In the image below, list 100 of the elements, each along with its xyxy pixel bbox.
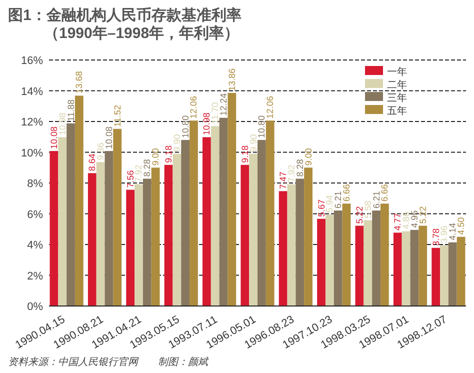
bar — [142, 178, 152, 306]
data-label: 4.86 — [401, 212, 412, 230]
data-label: 12.06 — [265, 96, 276, 119]
data-label: 9.00 — [150, 148, 161, 166]
data-label: 8.28 — [294, 159, 305, 177]
chart-subtitle: （1990年–1998年，年利率） — [44, 24, 240, 42]
bar — [432, 248, 440, 306]
bar — [393, 232, 402, 306]
y-tick-label: 2% — [27, 270, 44, 282]
bar — [50, 151, 58, 306]
bar — [304, 168, 312, 306]
data-label: 7.56 — [125, 170, 136, 188]
bar — [402, 231, 410, 306]
y-tick-label: 12% — [20, 116, 44, 128]
bar — [58, 137, 67, 306]
data-label: 3.78 — [430, 228, 441, 246]
legend-label: 三年 — [387, 92, 407, 104]
bar — [96, 162, 105, 306]
bar — [219, 118, 228, 306]
y-tick-label: 0% — [27, 301, 44, 313]
bar — [372, 210, 380, 306]
bar — [266, 120, 274, 306]
bar — [113, 128, 122, 306]
data-label: 10.80 — [180, 115, 190, 138]
bar — [456, 236, 466, 306]
data-label: 4.77 — [392, 213, 403, 231]
bar — [172, 154, 182, 306]
bar — [240, 164, 250, 306]
data-label: 10.98 — [202, 112, 212, 136]
y-tick-label: 14% — [20, 86, 44, 98]
data-label: 9.18 — [240, 145, 250, 163]
bar — [440, 245, 448, 306]
bar — [88, 173, 96, 306]
data-label: 9.00 — [303, 148, 314, 166]
data-label: 10.98 — [57, 112, 68, 136]
y-tick-label: 6% — [27, 208, 44, 221]
data-label: 6.21 — [371, 190, 382, 209]
data-label: 12.06 — [188, 96, 199, 119]
legend-label: 一年 — [387, 66, 407, 78]
bar — [364, 220, 372, 306]
bar — [104, 151, 114, 306]
y-tick-label: 8% — [27, 178, 44, 190]
bar — [355, 226, 364, 306]
bar — [342, 204, 351, 306]
bar — [325, 214, 334, 306]
data-label: 7.92 — [134, 164, 144, 182]
bar — [249, 154, 258, 306]
bar — [134, 184, 143, 306]
data-label: 7.47 — [278, 172, 288, 190]
data-label: 6.21 — [333, 190, 344, 209]
bar — [278, 191, 288, 306]
y-tick-label: 4% — [27, 240, 44, 252]
data-label: 5.22 — [418, 206, 428, 224]
text: 资料来源：中国人民银行官网 制图：颜斌 — [8, 356, 209, 368]
data-label: 8.64 — [87, 154, 98, 172]
data-label: 4.14 — [448, 222, 458, 240]
data-label: 12.24 — [218, 93, 229, 116]
bar — [448, 242, 457, 306]
data-label: 10.80 — [256, 115, 267, 138]
bar — [190, 120, 198, 306]
chart-title: 图1：金融机构人民币存款基准利率 — [8, 6, 242, 24]
bar — [210, 126, 220, 306]
bar — [74, 96, 84, 306]
bar — [228, 92, 236, 306]
data-label: 9.18 — [164, 145, 174, 163]
data-label: 5.22 — [354, 206, 364, 224]
data-label: 5.67 — [316, 199, 326, 217]
data-label: 7.92 — [286, 164, 296, 182]
data-label: 5.94 — [324, 195, 335, 213]
data-label: 9.36 — [96, 142, 106, 160]
data-label: 4.95 — [409, 210, 420, 228]
data-label: 11.70 — [210, 102, 220, 124]
bar — [258, 140, 266, 306]
data-label: 13.86 — [226, 68, 237, 91]
data-label: 8.28 — [142, 159, 152, 177]
data-label: 13.68 — [74, 71, 84, 94]
data-label: 3.96 — [439, 226, 450, 244]
data-label: 10.08 — [104, 126, 114, 150]
data-label: 9.90 — [172, 134, 182, 152]
data-label: 4.50 — [456, 217, 466, 235]
data-label: 5.58 — [362, 200, 373, 218]
bar — [126, 190, 135, 306]
y-tick-label: 10% — [20, 147, 44, 160]
data-label: 6.66 — [341, 184, 352, 202]
bar — [418, 226, 428, 306]
bar — [202, 137, 211, 306]
data-label: 6.66 — [380, 184, 390, 202]
bar — [317, 218, 326, 306]
bar — [287, 184, 296, 306]
data-label: 10.08 — [48, 126, 59, 150]
data-label: 11.88 — [66, 99, 76, 122]
data-label: 9.90 — [248, 134, 258, 152]
bar — [151, 168, 160, 306]
bar — [164, 164, 173, 306]
bar — [296, 178, 304, 306]
bar — [410, 230, 419, 306]
bar — [380, 204, 389, 306]
bar — [181, 140, 190, 306]
bar — [66, 123, 75, 306]
bar — [334, 210, 342, 306]
